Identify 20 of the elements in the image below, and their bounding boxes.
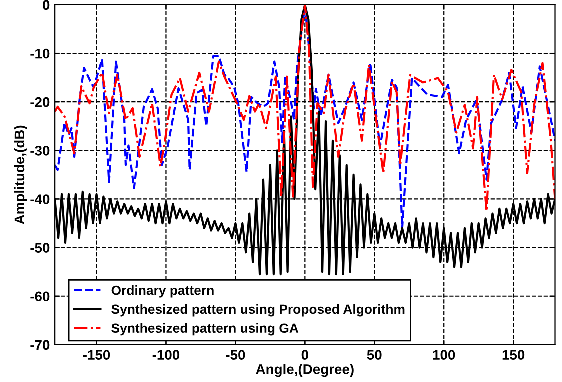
y-tick-label: -30 bbox=[30, 146, 50, 156]
x-tick-label: 0 bbox=[302, 350, 308, 360]
x-tick-label: -100 bbox=[152, 350, 180, 360]
y-tick-label: -60 bbox=[30, 292, 50, 302]
y-tick-label: -10 bbox=[30, 48, 50, 59]
x-tick-label: -50 bbox=[226, 350, 246, 360]
legend-label: Synthesized pattern using GA bbox=[112, 323, 299, 336]
x-axis-title: Angle,(Degree) bbox=[256, 364, 354, 378]
y-tick-label: -40 bbox=[30, 194, 50, 204]
y-tick-label: -70 bbox=[30, 340, 50, 350]
y-axis-title: Amplitude,(dB) bbox=[14, 126, 28, 224]
x-tick-label: 100 bbox=[433, 350, 456, 360]
x-tick-label: 150 bbox=[502, 350, 525, 360]
x-tick-label: 50 bbox=[367, 350, 382, 360]
legend-label: Ordinary pattern bbox=[112, 286, 214, 298]
y-tick-label: -20 bbox=[30, 97, 50, 108]
y-tick-label: 0 bbox=[43, 0, 50, 10]
x-tick-label: -150 bbox=[83, 350, 110, 360]
y-tick-label: -50 bbox=[30, 243, 50, 253]
legend-label: Synthesized pattern using Proposed Algorithm bbox=[112, 304, 405, 317]
